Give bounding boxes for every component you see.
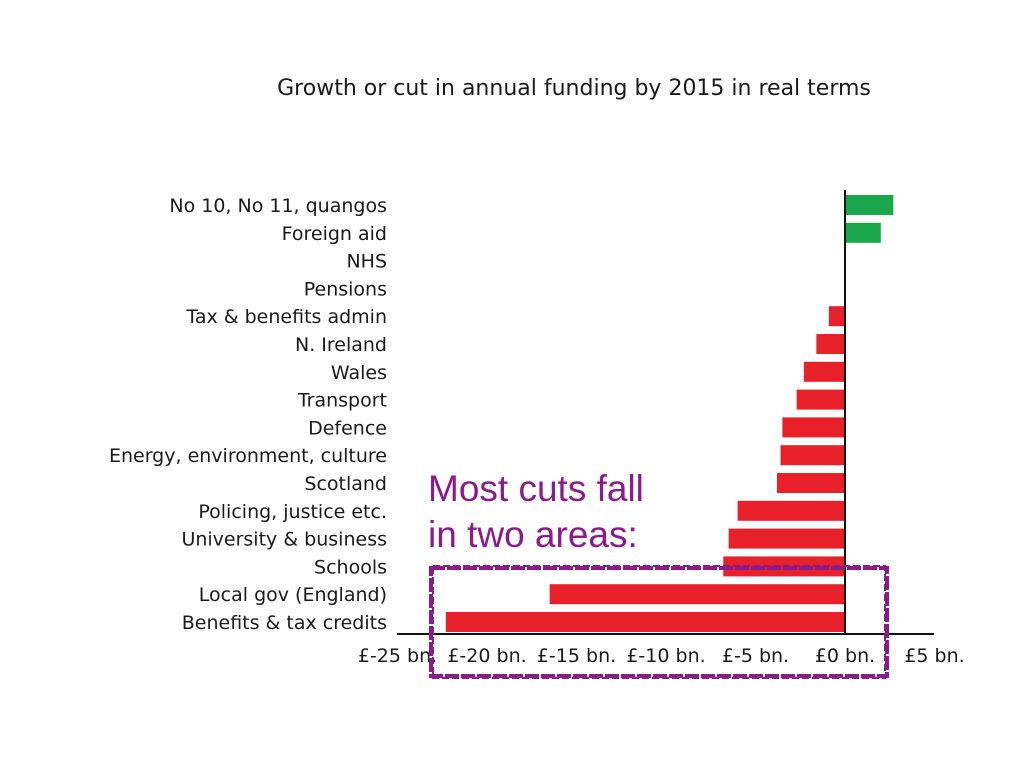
category-label: University & business bbox=[181, 529, 387, 551]
bar bbox=[728, 528, 845, 549]
tick-label: £0 bn. bbox=[815, 645, 875, 667]
annotation-line-1: Most cuts fall bbox=[428, 468, 644, 509]
highlight-rect bbox=[432, 565, 886, 679]
bar bbox=[549, 584, 845, 605]
highlight-box bbox=[429, 565, 889, 679]
bar bbox=[445, 612, 845, 632]
chart-title: Growth or cut in annual funding by 2015 … bbox=[277, 76, 871, 101]
tick-label: £5 bn. bbox=[904, 645, 964, 667]
category-label: Foreign aid bbox=[282, 223, 387, 245]
tick-label: £-15 bn. bbox=[537, 645, 616, 667]
category-label: Policing, justice etc. bbox=[198, 501, 387, 523]
category-label: Defence bbox=[308, 417, 387, 439]
bar bbox=[780, 445, 845, 466]
category-label: Energy, environment, culture bbox=[109, 445, 387, 467]
bar bbox=[845, 195, 894, 215]
category-labels: No 10, No 11, quangos Foreign aid NHS Pensi… bbox=[109, 195, 387, 634]
category-label: Transport bbox=[297, 390, 387, 412]
tick-label: £-10 bn. bbox=[626, 645, 705, 667]
tick-label: £-5 bn. bbox=[722, 645, 789, 667]
category-label: N. Ireland bbox=[295, 334, 387, 356]
bars-group bbox=[445, 195, 894, 632]
tick-label: £-25 bn. bbox=[358, 645, 437, 667]
bar bbox=[796, 389, 845, 410]
category-label: NHS bbox=[346, 251, 387, 273]
annotation-text: Most cuts fall in two areas: bbox=[428, 466, 644, 558]
category-label: Benefits & tax credits bbox=[182, 612, 387, 634]
category-label: No 10, No 11, quangos bbox=[169, 195, 387, 217]
annotation-line-2: in two areas: bbox=[428, 514, 638, 555]
bar bbox=[782, 417, 845, 438]
category-label: Scotland bbox=[304, 473, 387, 495]
category-label: Wales bbox=[331, 362, 387, 384]
bar bbox=[737, 500, 845, 521]
category-label: Tax & benefits admin bbox=[185, 306, 387, 328]
category-label: Pensions bbox=[304, 278, 387, 300]
bar bbox=[803, 361, 845, 382]
bar bbox=[816, 334, 845, 354]
category-label: Local gov (England) bbox=[199, 584, 387, 606]
bar bbox=[845, 222, 881, 243]
tick-label: £-20 bn. bbox=[447, 645, 526, 667]
bar bbox=[828, 306, 845, 327]
bar bbox=[776, 473, 845, 493]
tick-labels: £-25 bn. £-20 bn. £-15 bn. £-10 bn. £-5 bn. £… bbox=[358, 645, 965, 667]
highlight-rect bbox=[429, 566, 889, 678]
category-label: Schools bbox=[314, 556, 387, 578]
